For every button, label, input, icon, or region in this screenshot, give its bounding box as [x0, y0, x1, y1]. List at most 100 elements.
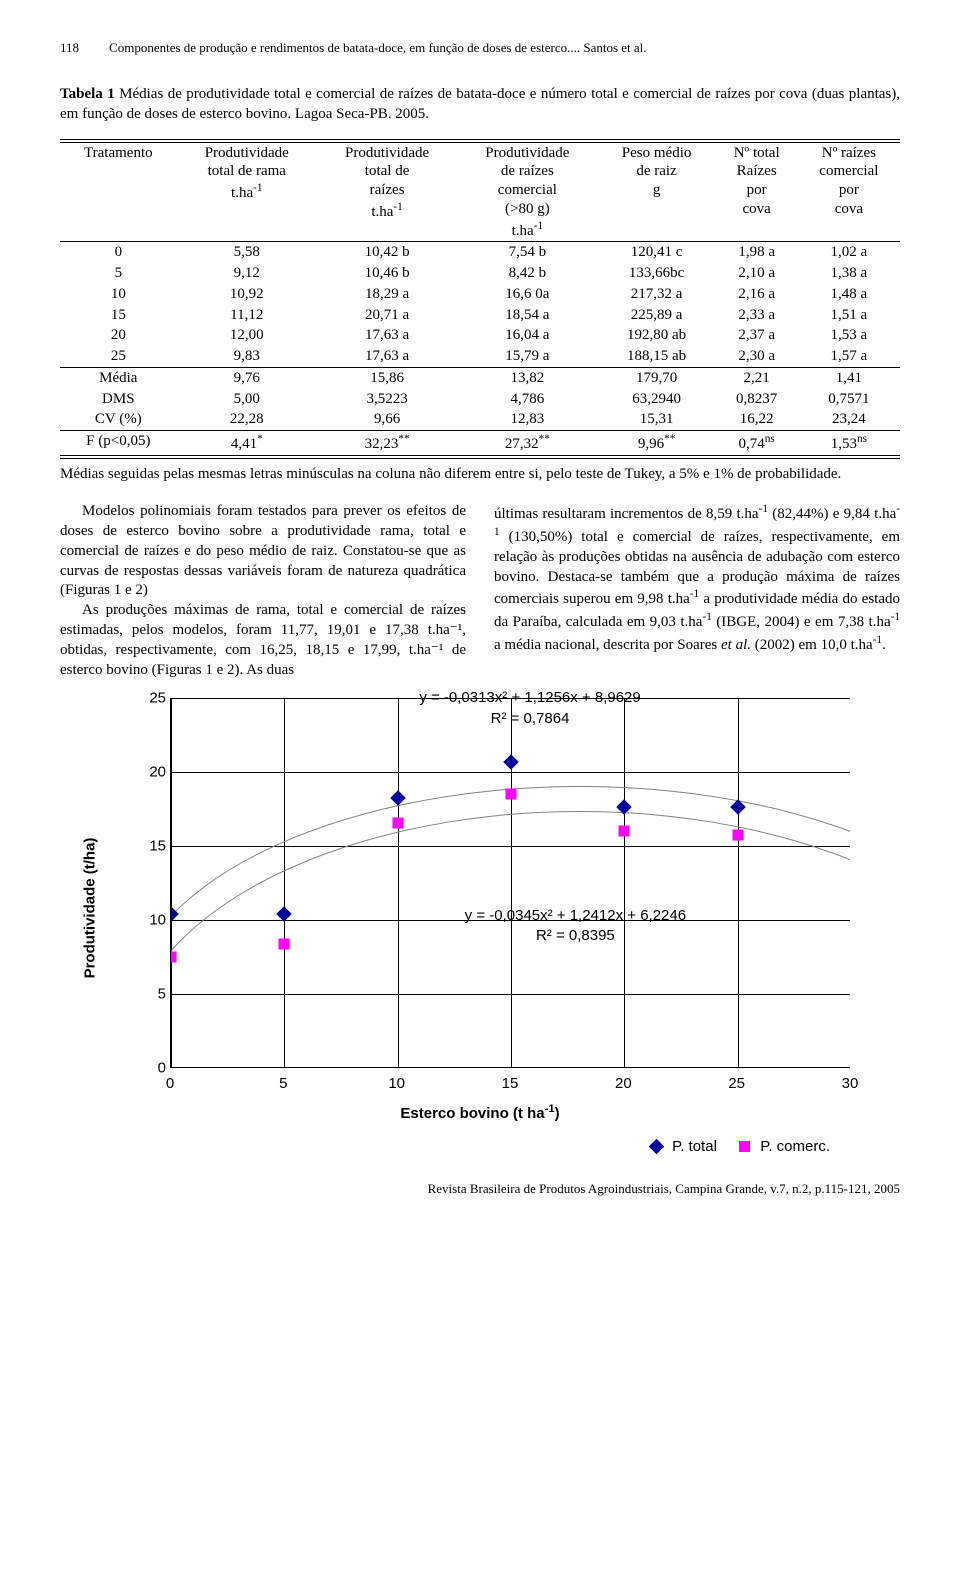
body-para: últimas resultaram incrementos de 8,59 t…: [494, 502, 900, 656]
table-cell: 10,46 b: [317, 263, 457, 284]
data-point: [619, 826, 630, 837]
col-n-total: Nº totalRaízesporcova: [716, 141, 798, 242]
grid-line: [171, 772, 850, 773]
table-header-row: Tratamento Produtividadetotal de ramat.h…: [60, 141, 900, 242]
table-cell: 20: [60, 325, 177, 346]
table-row: DMS5,003,52234,78663,29400,82370,7571: [60, 389, 900, 410]
table-cell: 225,89 a: [598, 305, 716, 326]
table-cell: 7,54 b: [457, 242, 597, 263]
table-cell: 217,32 a: [598, 284, 716, 305]
table-cell: 9,96**: [598, 431, 716, 457]
equation-total: y = -0,0313x² + 1,1256x + 8,9629R² = 0,7…: [419, 688, 640, 729]
table-cell: 1,98 a: [716, 242, 798, 263]
legend-swatch-comerc: [739, 1141, 750, 1152]
table-cell: 11,12: [177, 305, 317, 326]
table-cell: 1,02 a: [798, 242, 900, 263]
y-tick-label: 15: [140, 838, 166, 855]
col-prod-rama: Produtividadetotal de ramat.ha-1: [177, 141, 317, 242]
body-para: Modelos polinomiais foram testados para …: [60, 502, 466, 601]
table-cell: 25: [60, 346, 177, 367]
table-cell: 0: [60, 242, 177, 263]
table-row: 05,5810,42 b7,54 b120,41 c1,98 a1,02 a: [60, 242, 900, 263]
table-cell: F (p<0,05): [60, 431, 177, 457]
table-cell: 27,32**: [457, 431, 597, 457]
table-cell: 12,83: [457, 409, 597, 430]
table-cell: 133,66bc: [598, 263, 716, 284]
table-cell: 5: [60, 263, 177, 284]
col-peso-medio: Peso médiode raizg: [598, 141, 716, 242]
table-cell: 16,22: [716, 409, 798, 430]
table-cell: 2,21: [716, 367, 798, 388]
table-cell: 3,5223: [317, 389, 457, 410]
table-cell: 0,74ns: [716, 431, 798, 457]
table-row: 59,1210,46 b8,42 b133,66bc2,10 a1,38 a: [60, 263, 900, 284]
col-n-comercial: Nº raízescomercialporcova: [798, 141, 900, 242]
table-cell: 192,80 ab: [598, 325, 716, 346]
table-cell: 0,8237: [716, 389, 798, 410]
table-cell: 8,42 b: [457, 263, 597, 284]
table-cell: 17,63 a: [317, 346, 457, 367]
table-cell: 15,79 a: [457, 346, 597, 367]
table-cell: 16,04 a: [457, 325, 597, 346]
x-tick-label: 0: [166, 1075, 174, 1092]
running-title: Componentes de produção e rendimentos de…: [109, 40, 647, 56]
table-row: 1010,9218,29 a16,6 0a217,32 a2,16 a1,48 …: [60, 284, 900, 305]
legend-label-comerc: P. comerc.: [760, 1138, 830, 1155]
table-cell: 18,54 a: [457, 305, 597, 326]
table-cell: 2,37 a: [716, 325, 798, 346]
body-columns: Modelos polinomiais foram testados para …: [60, 502, 900, 680]
journal-footer: Revista Brasileira de Produtos Agroindus…: [60, 1181, 900, 1197]
table-cell: 10,42 b: [317, 242, 457, 263]
table-cell: 2,30 a: [716, 346, 798, 367]
table-cell: 188,15 ab: [598, 346, 716, 367]
chart-y-label: Produtividade (t/ha): [82, 838, 99, 979]
table-cell: 2,10 a: [716, 263, 798, 284]
table-cell: 1,53ns: [798, 431, 900, 457]
table-cell: 32,23**: [317, 431, 457, 457]
table-cell: 9,83: [177, 346, 317, 367]
col-prod-total-raizes: Produtividadetotal deraízest.ha-1: [317, 141, 457, 242]
equation-comerc: y = -0,0345x² + 1,2412x + 6,2246R² = 0,8…: [465, 906, 686, 947]
table-cell: 1,51 a: [798, 305, 900, 326]
table-cell: Média: [60, 367, 177, 388]
chart-legend: P. total P. comerc.: [60, 1138, 900, 1155]
table-cell: 2,16 a: [716, 284, 798, 305]
x-tick-label: 10: [388, 1075, 405, 1092]
data-table: Tratamento Produtividadetotal de ramat.h…: [60, 139, 900, 459]
productivity-chart: Produtividade (t/ha) Esterco bovino (t h…: [100, 688, 860, 1128]
table-cell: 15: [60, 305, 177, 326]
table-cell: 16,6 0a: [457, 284, 597, 305]
table-cell: 9,12: [177, 263, 317, 284]
data-point: [392, 817, 403, 828]
table-cell: CV (%): [60, 409, 177, 430]
table-cell: 0,7571: [798, 389, 900, 410]
table-cell: DMS: [60, 389, 177, 410]
data-point: [732, 829, 743, 840]
table-cell: 4,786: [457, 389, 597, 410]
table-row: CV (%)22,289,6612,8315,3116,2223,24: [60, 409, 900, 430]
body-para: As produções máximas de rama, total e co…: [60, 601, 466, 680]
data-point: [279, 938, 290, 949]
body-left: Modelos polinomiais foram testados para …: [60, 502, 466, 680]
page-number: 118: [60, 40, 79, 56]
table-cell: 13,82: [457, 367, 597, 388]
table-cell: 9,76: [177, 367, 317, 388]
x-tick-label: 15: [502, 1075, 519, 1092]
table-cell: 9,66: [317, 409, 457, 430]
table-row: 1511,1220,71 a18,54 a225,89 a2,33 a1,51 …: [60, 305, 900, 326]
table-cell: 120,41 c: [598, 242, 716, 263]
y-tick-label: 20: [140, 764, 166, 781]
table-cell: 12,00: [177, 325, 317, 346]
x-tick-label: 5: [279, 1075, 287, 1092]
table-cell: 1,38 a: [798, 263, 900, 284]
table-cell: 1,57 a: [798, 346, 900, 367]
table-cell: 10,92: [177, 284, 317, 305]
table-cell: 1,48 a: [798, 284, 900, 305]
table-cell: 5,00: [177, 389, 317, 410]
table-cell: 1,53 a: [798, 325, 900, 346]
table-cell: 18,29 a: [317, 284, 457, 305]
col-tratamento: Tratamento: [60, 141, 177, 242]
table-cell: 22,28: [177, 409, 317, 430]
table-row-f: F (p<0,05)4,41*32,23**27,32**9,96**0,74n…: [60, 431, 900, 457]
table-cell: 1,41: [798, 367, 900, 388]
